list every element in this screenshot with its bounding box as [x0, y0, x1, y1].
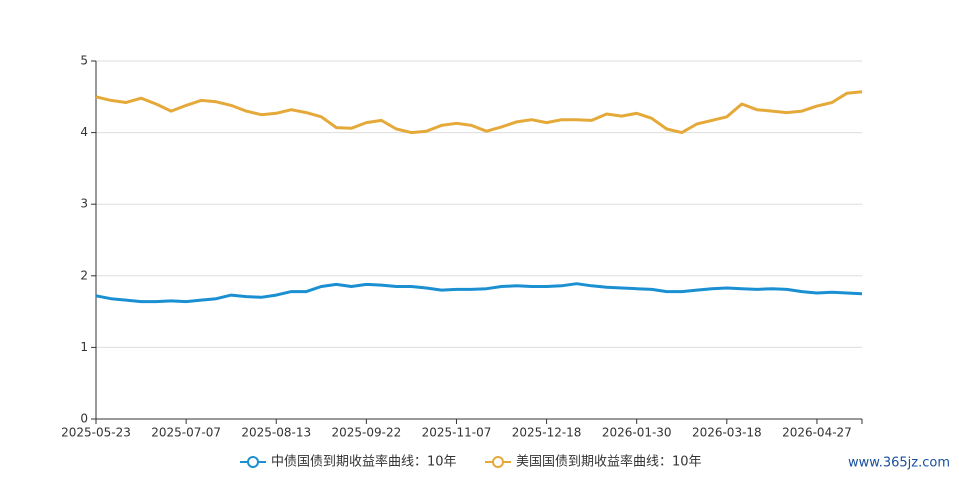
y-tick-label: 2: [80, 268, 88, 282]
x-tick-label: 2025-11-07: [422, 426, 492, 440]
x-tick-label: 2026-04-27: [782, 426, 852, 440]
legend-label: 中债国债到期收益率曲线：10年: [271, 454, 457, 470]
series-line: [95, 90, 863, 135]
y-tick-label: 4: [80, 125, 88, 139]
y-tick-label: 0: [80, 412, 88, 426]
x-tick-label: 2026-03-18: [692, 426, 762, 440]
x-tick-label: 2025-08-13: [241, 426, 311, 440]
legend-label: 美国国债到期收益率曲线：10年: [516, 454, 702, 470]
watermark: www.365jz.com: [848, 456, 950, 471]
series-line: [95, 282, 863, 304]
y-tick-label: 1: [80, 340, 88, 354]
legend-marker: [492, 456, 504, 468]
x-tick-label: 2025-12-18: [512, 426, 582, 440]
x-tick-label: 2026-01-30: [602, 426, 672, 440]
x-tick-label: 2025-07-07: [151, 426, 221, 440]
x-tick-label: 2025-05-23: [61, 426, 131, 440]
y-tick-label: 3: [80, 197, 88, 211]
legend-marker: [247, 456, 259, 468]
x-tick-label: 2025-09-22: [331, 426, 401, 440]
y-tick-label: 5: [80, 54, 88, 68]
